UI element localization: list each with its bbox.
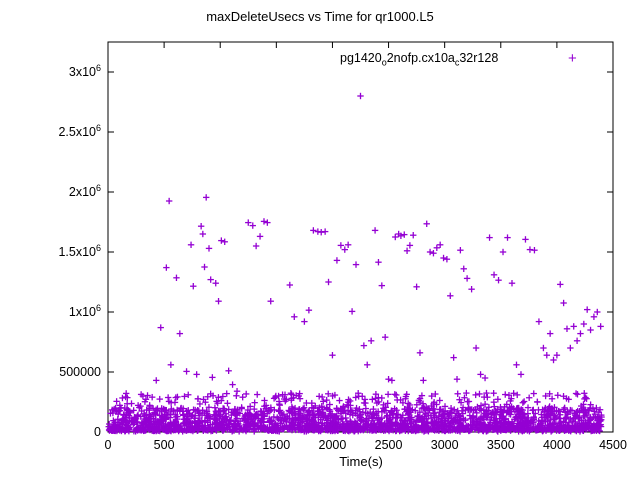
chart-title: maxDeleteUsecs vs Time for qr1000.L5: [206, 9, 434, 24]
legend-marker-plus-icon: +: [568, 50, 577, 67]
x-tick-label: 2000: [318, 438, 347, 452]
x-tick-label: 4000: [542, 438, 571, 452]
x-tick-label: 0: [104, 438, 112, 452]
x-tick-label: 1500: [262, 438, 291, 452]
x-tick-label: 4500: [599, 438, 627, 452]
y-tick-label: 500000: [59, 365, 101, 379]
y-tick-label: 0: [94, 425, 101, 439]
y-tick-label: 3x106: [68, 62, 101, 79]
y-tick-label: 2.5x106: [58, 122, 101, 139]
x-tick-label: 3000: [430, 438, 459, 452]
axis-tick-marks: [107, 42, 614, 433]
x-tick-label: 3500: [486, 438, 515, 452]
x-tick-label: 500: [153, 438, 175, 452]
y-tick-label: 1.5x106: [58, 242, 101, 259]
axis-frame: [107, 41, 614, 433]
x-tick-label: 2500: [374, 438, 403, 452]
data-point-layer: [105, 92, 605, 435]
x-tick-label: 1000: [206, 438, 235, 452]
y-tick-label: 2x106: [68, 182, 101, 199]
y-tick-label: 1x106: [68, 302, 101, 319]
x-axis-label: Time(s): [339, 454, 383, 469]
legend-series-label: pg1420o2nofp.cx10ac32r128: [340, 51, 499, 68]
